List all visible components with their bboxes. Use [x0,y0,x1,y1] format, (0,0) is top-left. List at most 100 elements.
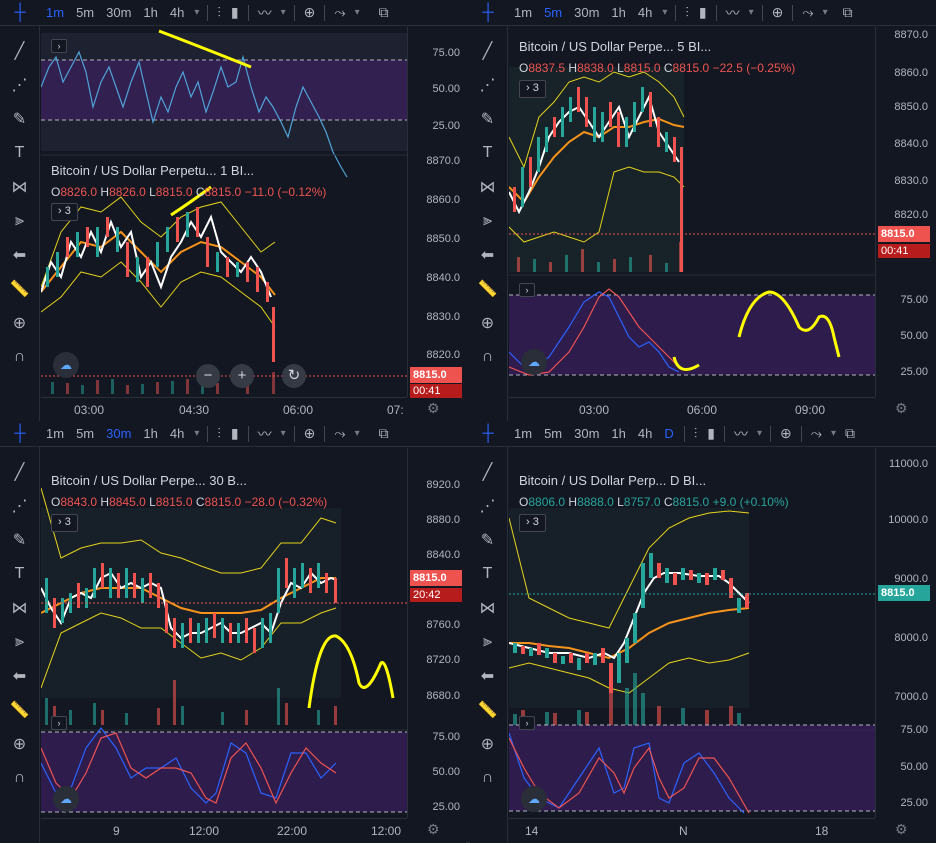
zoom-icon[interactable]: ⊕ [12,736,27,753]
timeframe-30m[interactable]: 30m [106,5,132,20]
back-arrow-icon[interactable]: ⬅ [12,247,27,264]
back-arrow-icon[interactable]: ⬅ [480,247,495,264]
indicators-icon[interactable]: 〰 [257,425,272,442]
compare-icon[interactable]: ⤳ [802,4,814,20]
timeframe-1h[interactable]: 1h [611,426,626,441]
zoom-out-button[interactable]: − [196,364,220,388]
timeframe-30m[interactable]: 30m [574,426,600,441]
crosshair-icon[interactable]: ┼ [14,3,26,21]
position-icon[interactable]: ⫸ [14,212,25,229]
price-axis[interactable]: 8870.0 8860.0 8850.0 8840.0 8830.0 8820.… [875,27,936,397]
timeframe-1m[interactable]: 1m [46,426,65,441]
chart-area[interactable]: Bitcoin / US Dollar Perpe... 5 BI... O88… [509,27,875,397]
popout-icon[interactable]: ⧉ [378,4,389,20]
trendline-icon[interactable]: ╱ [14,464,25,481]
chevron-down-icon[interactable]: ▾ [194,428,200,439]
popout-icon[interactable]: ⧉ [844,425,855,441]
symbol-title[interactable]: Bitcoin / US Dollar Perpetu... 1 BI... [51,163,255,178]
price-axis[interactable]: 8920.0 8880.0 8840.0 8815.0 20:42 8760.0… [407,448,468,818]
compare-icon[interactable]: ⤳ [810,425,822,441]
add-icon[interactable]: ⊕ [303,4,316,20]
candle-style-icon[interactable]: ▮ [230,4,239,20]
timeframe-4h[interactable]: 4h [169,426,185,441]
text-icon[interactable]: T [482,144,493,161]
ruler-icon[interactable]: 📏 [477,281,498,298]
chart-area[interactable]: › Bitcoin / US Dollar Perpetu... 1 BI...… [41,27,407,397]
timeframe-4h[interactable]: 4h [169,5,185,20]
zoom-in-button[interactable]: + [230,364,254,388]
chart-area[interactable]: Bitcoin / US Dollar Perpe... 30 B... O88… [41,448,407,818]
price-axis[interactable]: 11000.0 10000.0 9000.0 8815.0 8000.0 700… [875,448,936,818]
timeframe-4h[interactable]: 4h [637,426,653,441]
collapse-oscillator-button[interactable]: › [519,716,535,730]
collapse-oscillator-button[interactable]: › [519,283,535,297]
trendline-icon[interactable]: ╱ [14,43,25,60]
tradingview-logo-icon[interactable]: ☁ [53,786,79,812]
magnet-icon[interactable]: ∩ [481,769,494,786]
bar-style-icon[interactable]: ⫶ [217,4,221,20]
indicators-toggle[interactable]: › 3 [519,514,546,532]
candle-style-icon[interactable]: ▮ [230,425,239,441]
timeframe-30m[interactable]: 30m [574,5,600,20]
symbol-title[interactable]: Bitcoin / US Dollar Perpe... 30 B... [51,473,247,488]
indicators-toggle[interactable]: › 3 [51,514,78,532]
crosshair-icon[interactable]: ┼ [482,424,494,442]
time-axis[interactable]: 14 N 18 [509,818,875,842]
trendline-icon[interactable]: ╱ [482,464,493,481]
settings-gear-icon[interactable]: ⚙ [895,821,908,837]
chart-area[interactable]: Bitcoin / US Dollar Perp... D BI... O880… [509,448,875,818]
popout-icon[interactable]: ⧉ [378,425,389,441]
timeframe-1h[interactable]: 1h [143,426,158,441]
text-icon[interactable]: T [482,565,493,582]
chevron-down-icon[interactable]: ▾ [354,428,360,439]
compare-icon[interactable]: ⤳ [334,425,346,441]
zoom-icon[interactable]: ⊕ [480,736,495,753]
settings-gear-icon[interactable]: ⚙ [427,821,440,837]
symbol-title[interactable]: Bitcoin / US Dollar Perp... D BI... [519,473,707,488]
add-icon[interactable]: ⊕ [771,4,784,20]
candle-style-icon[interactable]: ▮ [698,4,707,20]
brush-icon[interactable]: ✎ [12,111,27,128]
fib-icon[interactable]: ⋰ [479,498,496,515]
ruler-icon[interactable]: 📏 [9,281,30,298]
time-axis[interactable]: 9 12:00 22:00 12:00 [41,818,407,842]
pattern-icon[interactable]: ⋈ [479,179,496,196]
indicators-icon[interactable]: 〰 [725,4,740,21]
timeframe-1m[interactable]: 1m [514,426,533,441]
ruler-icon[interactable]: 📏 [477,702,498,719]
timeframe-5m[interactable]: 5m [76,5,95,20]
settings-gear-icon[interactable]: ⚙ [895,400,908,416]
position-icon[interactable]: ⫸ [482,212,493,229]
timeframe-5m[interactable]: 5m [76,426,95,441]
indicators-icon[interactable]: 〰 [733,425,748,442]
trendline-icon[interactable]: ╱ [482,43,493,60]
compare-icon[interactable]: ⤳ [334,4,346,20]
fib-icon[interactable]: ⋰ [11,77,28,94]
indicators-toggle[interactable]: › 3 [519,80,546,98]
indicators-toggle[interactable]: › 3 [51,203,78,221]
add-icon[interactable]: ⊕ [780,425,792,441]
brush-icon[interactable]: ✎ [12,532,27,549]
chevron-down-icon[interactable]: ▾ [830,428,836,439]
pattern-icon[interactable]: ⋈ [479,600,496,617]
pattern-icon[interactable]: ⋈ [11,600,28,617]
chevron-down-icon[interactable]: ▾ [662,7,668,18]
magnet-icon[interactable]: ∩ [13,348,26,365]
timeframe-1h[interactable]: 1h [611,5,626,20]
time-axis[interactable]: 03:00 06:00 09:00 [509,397,875,421]
crosshair-icon[interactable]: ┼ [14,424,26,442]
timeframe-1m[interactable]: 1m [514,5,533,20]
zoom-icon[interactable]: ⊕ [480,315,495,332]
fib-icon[interactable]: ⋰ [479,77,496,94]
timeframe-4h[interactable]: 4h [637,5,653,20]
timeframe-5m[interactable]: 5m [544,5,563,20]
brush-icon[interactable]: ✎ [480,111,495,128]
magnet-icon[interactable]: ∩ [481,348,494,365]
collapse-oscillator-button[interactable]: › [51,39,67,53]
bar-style-icon[interactable]: ⫶ [685,4,689,20]
chevron-down-icon[interactable]: ▾ [280,428,286,439]
magnet-icon[interactable]: ∩ [13,769,26,786]
reset-chart-button[interactable]: ↻ [282,364,306,388]
chevron-down-icon[interactable]: ▾ [194,7,200,18]
settings-gear-icon[interactable]: ⚙ [427,400,440,416]
